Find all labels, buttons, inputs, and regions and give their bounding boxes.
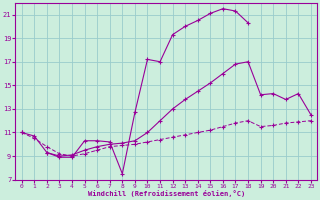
X-axis label: Windchill (Refroidissement éolien,°C): Windchill (Refroidissement éolien,°C) bbox=[88, 190, 245, 197]
